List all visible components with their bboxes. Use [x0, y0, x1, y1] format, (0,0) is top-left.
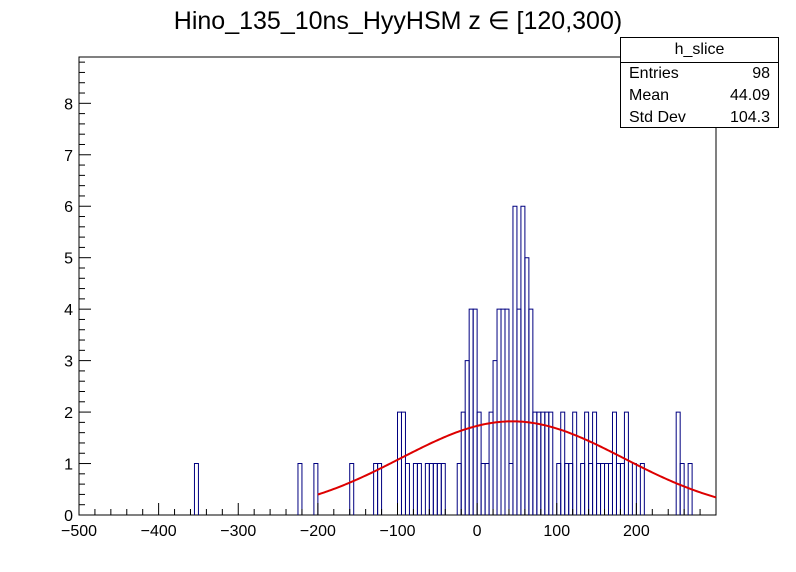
histogram-bin [584, 411, 590, 515]
stats-row-stddev: Std Dev 104.3 [621, 107, 778, 129]
histogram-bin [564, 463, 570, 515]
histogram-bin [500, 308, 506, 515]
histogram-bin [397, 411, 402, 515]
histogram-bin [540, 411, 546, 515]
x-tick-label: −200 [300, 523, 336, 540]
histogram-bin [544, 411, 550, 515]
histogram-bin [416, 463, 422, 515]
histogram-bin [193, 463, 199, 515]
histogram-bin [532, 411, 538, 515]
histogram-bin [619, 463, 625, 515]
histogram-bin [611, 411, 617, 515]
histogram-bin [297, 463, 303, 515]
histogram-bin [440, 463, 446, 515]
histogram-bin [484, 463, 490, 515]
histogram-bin [472, 308, 478, 515]
histogram-bin [580, 463, 586, 515]
histogram-bin [560, 411, 566, 515]
fit-curve [317, 420, 717, 499]
histogram-bin [631, 463, 637, 515]
histogram-layer [193, 205, 693, 515]
histogram-bin [424, 463, 430, 515]
stats-value: 44.09 [729, 87, 770, 104]
stats-box: h_slice Entries 98 Mean 44.09 Std Dev 10… [620, 37, 779, 128]
axis-layer: −500 −400 −300 −200 −100 0 100 200 0 1 2 3 4 5 6 7 8 [61, 61, 717, 540]
histogram-bin [476, 411, 482, 515]
histogram-bin [512, 205, 518, 515]
histogram-bin [432, 463, 438, 515]
histogram-bin [428, 463, 434, 515]
histogram-bin [496, 308, 502, 515]
stats-value: 98 [752, 65, 770, 82]
histogram-bin [460, 411, 466, 515]
histogram-bin [349, 463, 355, 515]
histogram-bin [524, 257, 530, 515]
x-tick-label: −100 [379, 523, 415, 540]
histogram-bin [592, 411, 598, 515]
histogram-bin [572, 411, 578, 515]
x-tick-label: 0 [473, 523, 482, 540]
y-tick-label: 5 [64, 251, 73, 268]
histogram-bin [412, 463, 418, 515]
histogram-bin [639, 463, 645, 515]
y-tick-label: 7 [64, 148, 73, 165]
histogram-bin [488, 411, 494, 515]
histogram-bin [588, 463, 594, 515]
stats-name: h_slice [621, 38, 778, 63]
stats-value: 104.3 [729, 109, 770, 126]
histogram-bin [480, 463, 486, 515]
y-tick-label: 8 [64, 96, 73, 113]
y-tick-label: 4 [64, 302, 73, 319]
histogram-bin [504, 308, 510, 515]
histogram-bin [556, 463, 562, 515]
y-tick-label: 6 [64, 199, 73, 216]
histogram-bin [623, 411, 629, 515]
histogram-bin [536, 411, 542, 515]
stats-label: Std Dev [629, 109, 686, 126]
y-tick-label: 1 [64, 457, 73, 474]
histogram-bin [468, 308, 474, 515]
histogram-bin [604, 463, 610, 515]
histogram-bin [456, 463, 462, 515]
histogram-bin [464, 360, 470, 515]
chart-title: Hino_135_10ns_HyyHSM z ∈ [120,300) [173, 7, 623, 35]
histogram-bin [596, 463, 602, 515]
y-tick-label: 2 [64, 405, 73, 422]
stats-label: Mean [629, 87, 670, 104]
histogram-bin [608, 463, 613, 515]
x-tick-label: 100 [543, 523, 570, 540]
y-tick-label: 3 [64, 354, 73, 371]
histogram-bin [436, 463, 442, 515]
histogram-bin [404, 463, 410, 515]
histogram-bin [508, 463, 514, 515]
histogram-bin [600, 463, 606, 515]
stats-label: Entries [629, 65, 679, 82]
histogram-bin [313, 463, 319, 515]
x-tick-label: −300 [220, 523, 256, 540]
histogram-bin [568, 463, 574, 515]
histogram-bin [520, 205, 526, 515]
histogram-bin [548, 411, 554, 515]
fit-layer [317, 420, 717, 499]
histogram-bin [615, 463, 621, 515]
y-tick-label: 0 [64, 508, 73, 525]
histogram-bin [528, 308, 534, 515]
x-tick-label: −400 [141, 523, 177, 540]
x-tick-label: −500 [61, 523, 97, 540]
histogram-bin [675, 411, 681, 515]
histogram-bin [492, 360, 498, 515]
stats-row-entries: Entries 98 [621, 63, 778, 85]
histogram-bin [377, 463, 383, 515]
histogram-bin [516, 308, 522, 515]
histogram-bin [400, 411, 406, 515]
x-tick-label: 200 [623, 523, 650, 540]
histogram-bin [679, 463, 685, 515]
stats-row-mean: Mean 44.09 [621, 85, 778, 107]
